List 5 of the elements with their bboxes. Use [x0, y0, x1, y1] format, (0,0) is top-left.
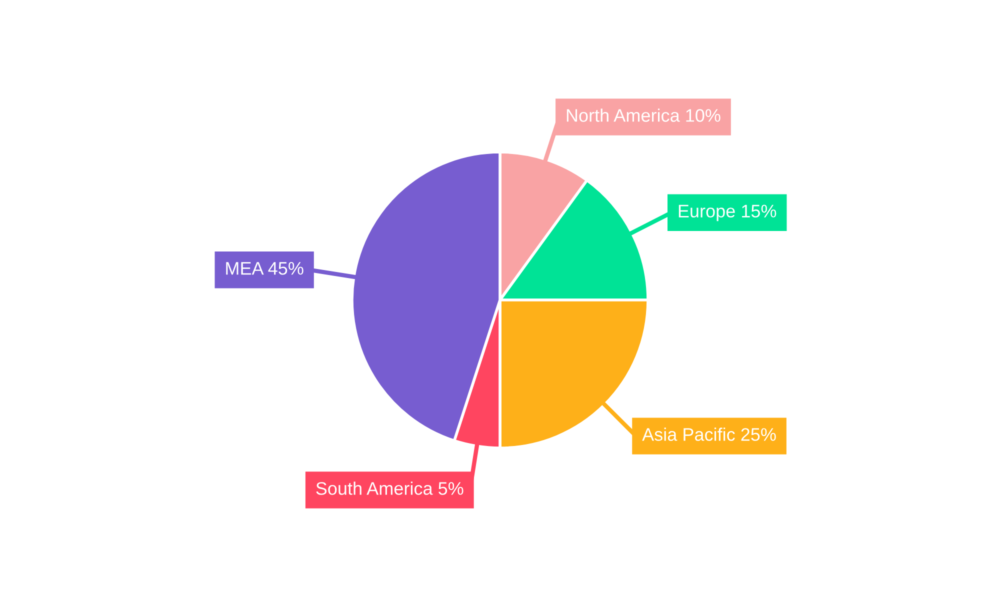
slice-label: MEA 45% — [226, 262, 304, 275]
slice-label: Asia Pacific 25% — [642, 428, 776, 441]
slice-label: South America 5% — [316, 482, 464, 495]
slice-label: North America 10% — [566, 108, 720, 122]
slice-label: Europe 15% — [678, 204, 776, 222]
